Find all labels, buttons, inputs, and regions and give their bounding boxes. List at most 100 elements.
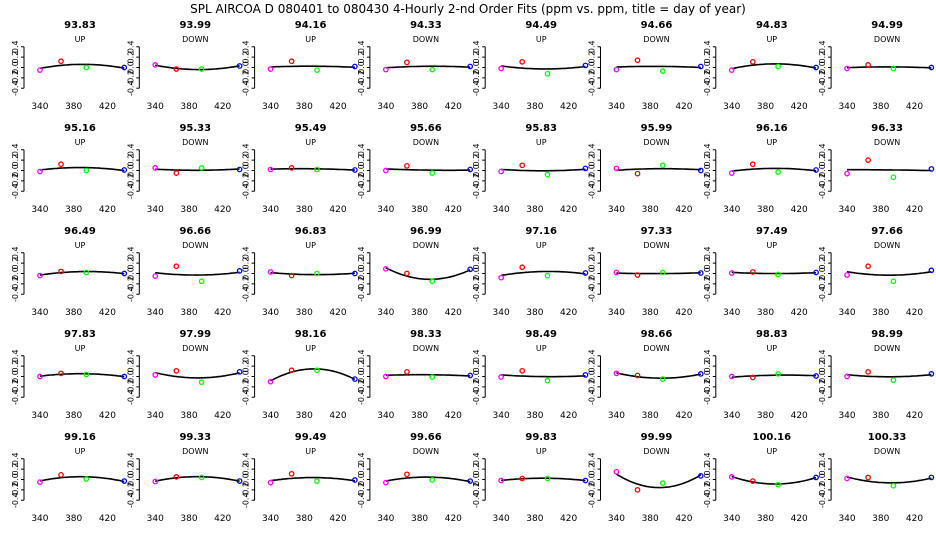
panel-title: 99.49: [295, 432, 327, 443]
fit-curve: [270, 271, 355, 276]
y-tick-label: 0.2: [11, 257, 20, 270]
y-tick-label: -0.2: [703, 276, 712, 292]
panel-direction-label: UP: [536, 344, 547, 353]
data-point: [152, 372, 159, 378]
panel: 95.49 UP -0.4-0.20.00.20.4 340 380 420: [242, 123, 358, 215]
data-point: [697, 371, 704, 377]
panel-direction-label: UP: [305, 241, 316, 250]
panel-title: 97.16: [525, 226, 557, 237]
y-tick-label: 0.4: [703, 40, 712, 53]
fit-curve: [39, 475, 125, 483]
data-point: [58, 268, 64, 275]
data-point: [498, 274, 504, 281]
y-tick-label: 0.4: [818, 349, 827, 362]
x-tick-label: 420: [445, 205, 462, 215]
y-tick-label: 0.0: [703, 473, 712, 486]
panel-direction-label: DOWN: [643, 138, 669, 147]
x-tick-label: 380: [296, 205, 313, 215]
y-tick-label: 0.0: [472, 61, 481, 74]
x-tick-label: 340: [838, 205, 855, 215]
y-tick-label: 0.2: [588, 154, 597, 167]
data-point: [198, 278, 205, 285]
y-tick-label: 0.0: [818, 164, 827, 177]
y-tick-label: -0.4: [588, 183, 597, 199]
y-tick-label: 0.2: [357, 360, 366, 373]
data-point: [928, 267, 935, 274]
x-tick-label: 340: [608, 308, 625, 318]
y-tick-label: -0.2: [357, 276, 366, 292]
x-tick-label: 420: [675, 205, 692, 215]
x-tick-label: 380: [65, 411, 82, 421]
x-tick-label: 420: [560, 411, 577, 421]
data-point: [198, 66, 205, 72]
data-point: [749, 161, 756, 168]
data-point: [314, 166, 320, 173]
x-tick-label: 340: [262, 308, 279, 318]
fit-curve: [385, 168, 471, 172]
x-tick-label: 380: [642, 514, 659, 524]
data-point: [813, 474, 819, 481]
y-tick-label: -0.4: [357, 389, 366, 405]
data-point: [775, 63, 781, 70]
data-point: [83, 476, 90, 482]
panel-title: 94.49: [525, 20, 557, 31]
panel-title: 97.66: [871, 226, 903, 237]
panel-direction-label: DOWN: [182, 138, 208, 147]
panel-direction-label: UP: [766, 138, 777, 147]
y-tick-label: -0.2: [126, 379, 135, 395]
x-tick-label: 340: [608, 205, 625, 215]
x-tick-label: 380: [757, 308, 774, 318]
y-tick-label: -0.2: [588, 173, 597, 189]
x-tick-label: 420: [675, 411, 692, 421]
data-point: [152, 478, 159, 485]
y-tick-label: 0.0: [11, 473, 20, 486]
x-tick-label: 380: [872, 514, 889, 524]
data-point: [544, 377, 551, 384]
y-tick-label: 0.2: [357, 51, 366, 64]
fit-curve: [155, 371, 240, 379]
x-tick-label: 340: [31, 205, 48, 215]
y-tick-label: 0.0: [588, 370, 597, 383]
panel: 100.16 UP -0.4-0.20.00.20.4 340 380 420: [703, 432, 819, 524]
panel-title: 94.33: [410, 20, 442, 31]
y-tick-label: 0.2: [126, 154, 135, 167]
data-point: [236, 166, 243, 173]
data-point: [634, 57, 641, 64]
y-tick-label: -0.2: [357, 70, 366, 86]
x-tick-label: 420: [329, 308, 346, 318]
panel-direction-label: UP: [75, 35, 86, 44]
data-point: [404, 270, 410, 277]
y-tick-label: -0.4: [126, 389, 135, 405]
x-tick-label: 420: [675, 308, 692, 318]
fit-curve: [385, 65, 471, 69]
fit-curve: [616, 372, 701, 379]
y-tick-label: -0.4: [357, 183, 366, 199]
x-tick-label: 340: [493, 102, 510, 112]
x-tick-label: 380: [872, 411, 889, 421]
fit-curve: [846, 270, 932, 276]
y-tick-label: -0.2: [126, 482, 135, 498]
panel: 97.49 UP -0.4-0.20.00.20.4 340 380 420: [703, 226, 819, 318]
y-tick-label: 0.0: [242, 473, 251, 486]
data-point: [152, 62, 159, 68]
x-tick-label: 380: [296, 514, 313, 524]
x-tick-label: 340: [377, 205, 394, 215]
x-tick-label: 380: [411, 308, 428, 318]
data-point: [890, 482, 897, 489]
data-point: [467, 166, 474, 173]
y-tick-label: -0.2: [11, 482, 20, 498]
panel: 98.83 UP -0.4-0.20.00.20.4 340 380 420: [703, 329, 819, 421]
data-point: [173, 474, 180, 480]
panel-title: 95.16: [64, 123, 96, 134]
y-tick-label: 0.2: [472, 257, 481, 270]
data-point: [429, 278, 436, 285]
x-tick-label: 380: [411, 411, 428, 421]
x-tick-label: 420: [445, 308, 462, 318]
data-point: [844, 272, 850, 278]
fit-curve: [39, 270, 125, 276]
data-point: [58, 58, 64, 65]
y-tick-label: 0.2: [703, 257, 712, 270]
fit-curve: [731, 271, 817, 275]
y-tick-label: 0.4: [703, 452, 712, 465]
fit-curve: [39, 372, 125, 378]
